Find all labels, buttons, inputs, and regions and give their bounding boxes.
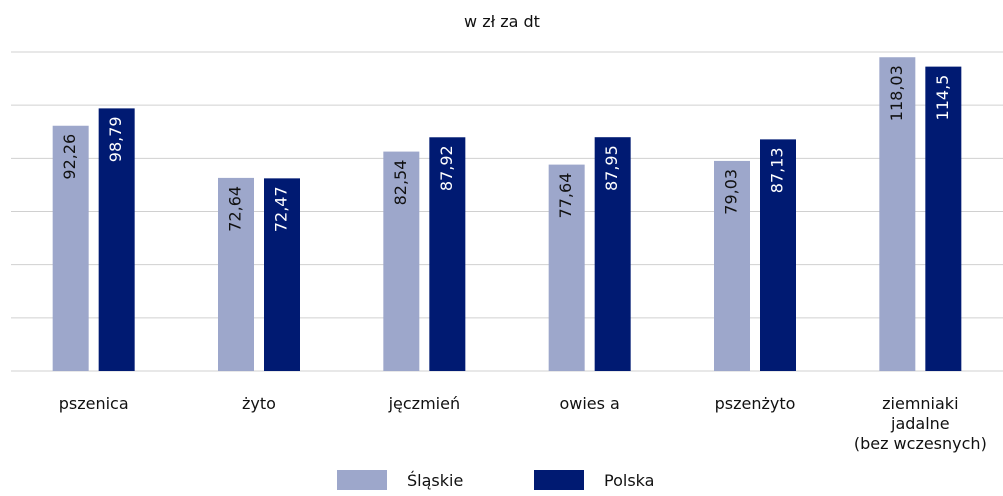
value-label: 87,92	[437, 145, 456, 191]
value-label: 118,03	[887, 65, 906, 121]
value-label: 114,5	[933, 75, 952, 121]
bar	[760, 139, 796, 371]
value-label: 87,13	[768, 147, 787, 193]
legend-swatch	[337, 470, 387, 490]
bar	[879, 57, 916, 372]
value-label: 72,64	[226, 186, 245, 232]
value-label: 72,47	[272, 186, 291, 232]
value-label: 87,95	[602, 145, 621, 191]
legend-label: Polska	[604, 471, 654, 490]
x-tick-label: jęczmień	[388, 394, 461, 413]
bar	[429, 137, 466, 371]
x-tick-label: pszenica	[59, 394, 129, 413]
x-tick-label: owies a	[559, 394, 619, 413]
bar	[925, 66, 962, 371]
value-label: 79,03	[722, 169, 741, 215]
bar	[218, 177, 254, 371]
bar	[548, 164, 585, 371]
legend-label: Śląskie	[407, 471, 463, 490]
bar	[714, 160, 750, 371]
bar	[98, 108, 135, 372]
value-label: 98,79	[106, 116, 125, 162]
legend-swatch	[534, 470, 584, 490]
value-label: 82,54	[391, 160, 410, 206]
value-label: 92,26	[60, 134, 79, 180]
bar	[594, 137, 631, 371]
value-label: 77,64	[556, 173, 575, 219]
x-tick-label: pszenżyto	[715, 394, 796, 413]
bar	[383, 151, 420, 371]
x-tick-label: żyto	[242, 394, 276, 413]
x-tick-label: ziemniaki jadalne (bez wczesnych)	[854, 394, 987, 453]
chart-title: w zł za dt	[464, 12, 540, 31]
bar	[264, 178, 300, 371]
bar	[52, 125, 89, 372]
